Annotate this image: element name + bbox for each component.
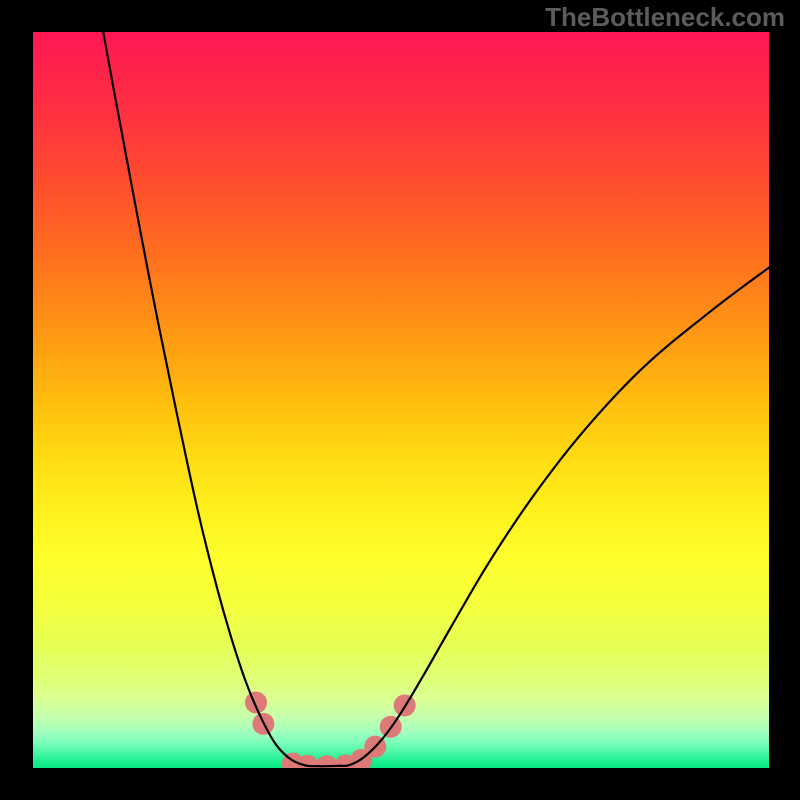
marker-dot — [245, 691, 267, 713]
watermark-text: TheBottleneck.com — [545, 2, 785, 33]
v-curve — [99, 32, 769, 766]
curve-layer — [33, 32, 769, 768]
plot-area — [33, 32, 769, 768]
